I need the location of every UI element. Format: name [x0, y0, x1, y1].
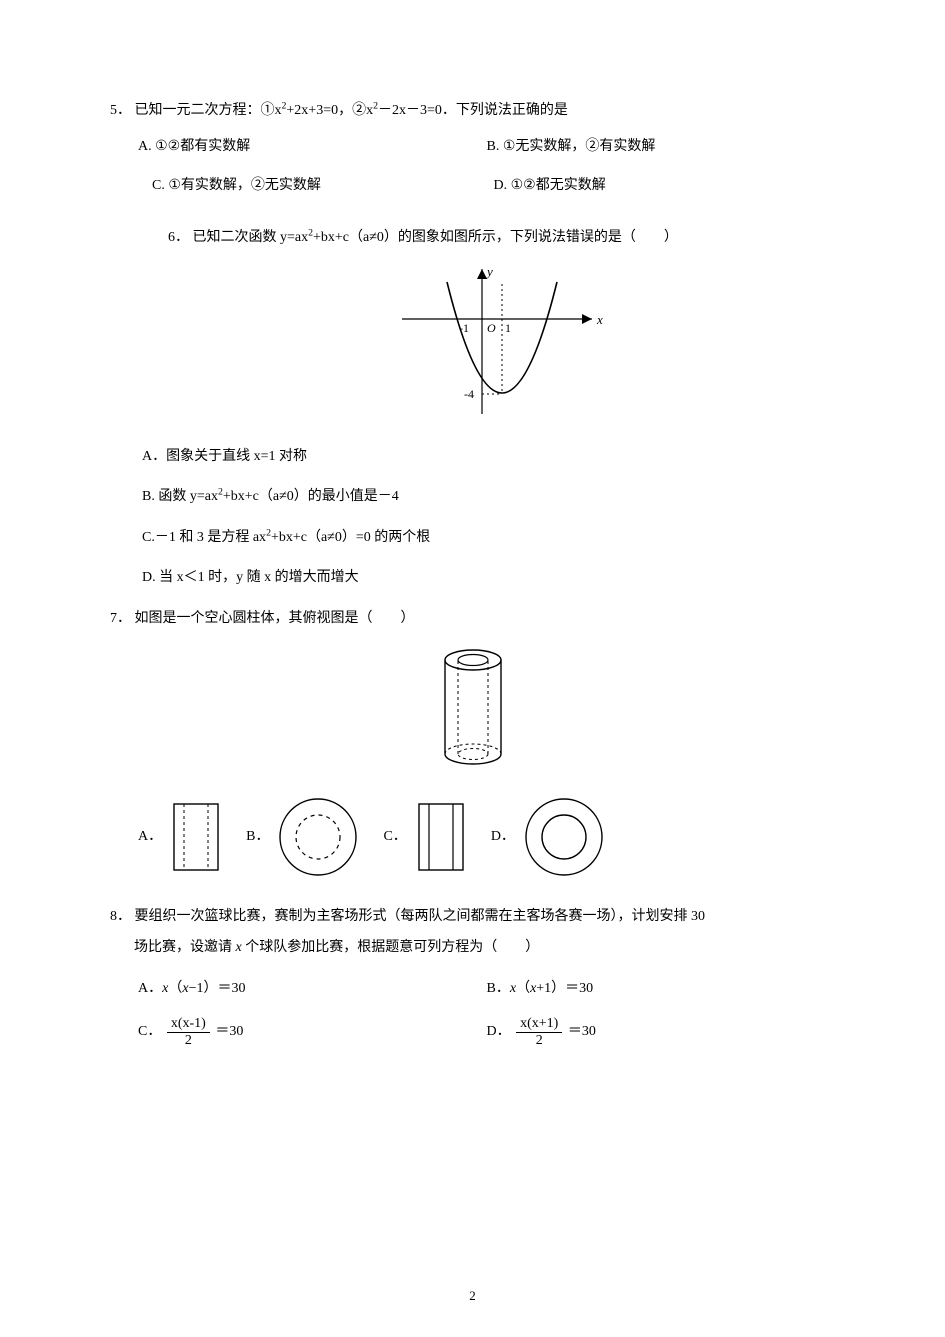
q6-text-1: 已知二次函数 y=ax [193, 230, 309, 245]
q6-option-b: B. 函数 y=ax2+bx+c（a≠0）的最小值是－4 [142, 486, 835, 508]
q8-a-pre: A． [138, 981, 162, 996]
q7-label-a: A． [138, 826, 162, 848]
q8-b-p3: +1）＝30 [536, 981, 593, 996]
q5-text-1: 已知一元二次方程：①x [135, 103, 282, 118]
q8-c-den: 2 [167, 1033, 210, 1048]
q5-text-3: －2x－3=0．下列说法正确的是 [378, 103, 568, 118]
q8-b-pre: B． [487, 981, 510, 996]
q7-option-b: B． [246, 794, 361, 880]
page-container: 5． 已知一元二次方程：①x 2 +2x+3=0，②x 2 －2x－3=0．下列说法正确… [0, 0, 945, 1337]
q6-figure: -1 O 1 -4 x y [168, 264, 835, 432]
question-6: 6． 已知二次函数 y=ax2+bx+c（a≠0）的图象如图所示，下列说法错误的… [168, 227, 835, 432]
q6-option-c: C.－1 和 3 是方程 ax2+bx+c（a≠0）=0 的两个根 [142, 527, 835, 549]
q8-c-frac: x(x-1) 2 [167, 1016, 210, 1048]
q7-option-c: C． [383, 800, 468, 874]
q8-option-a: A．x（x−1）＝30 [138, 978, 487, 1000]
q8-c-num: x(x-1) [167, 1016, 210, 1032]
page-number: 2 [0, 1286, 945, 1307]
q5-options-row1: A. ①②都有实数解 B. ①无实数解，②有实数解 [138, 136, 835, 166]
tick-neg4: -4 [464, 387, 474, 401]
q5-text-2: +2x+3=0，②x [286, 103, 373, 118]
axis-x-label: x [596, 312, 603, 327]
q7-options: A． B． C． [138, 794, 835, 880]
parabola-chart: -1 O 1 -4 x y [392, 264, 612, 424]
q8-row2: C． x(x-1) 2 ＝30 D． x(x+1) 2 ＝30 [138, 1016, 835, 1048]
q6-option-a: A．图象关于直线 x=1 对称 [142, 446, 835, 468]
question-5: 5． 已知一元二次方程：①x2+2x+3=0，②x2－2x－3=0．下列说法正确… [110, 100, 835, 205]
q6-stem: 6． 已知二次函数 y=ax2+bx+c（a≠0）的图象如图所示，下列说法错误的… [168, 227, 835, 249]
q8-option-c: C． x(x-1) 2 ＝30 [138, 1016, 487, 1048]
q7-label-c: C． [383, 826, 406, 848]
q8-c-eq: ＝30 [215, 1024, 243, 1039]
q8-line1: 要组织一次篮球比赛，赛制为主客场形式（每两队之间都需在主客场各赛一场），计划安排… [135, 909, 706, 924]
q6-text-2: +bx+c（a≠0）的图象如图所示，下列说法错误的是（ ） [313, 230, 678, 245]
q8-d-num: x(x+1) [516, 1016, 562, 1032]
q7-main-figure [110, 644, 835, 780]
q7-optD-icon [521, 794, 607, 880]
q5-option-d: D. ①②都无实数解 [494, 175, 836, 197]
q7-number: 7． [110, 611, 131, 626]
q6-optb-suf: +bx+c（a≠0）的最小值是－4 [223, 489, 399, 504]
q8-d-eq: ＝30 [568, 1024, 596, 1039]
q6-number: 6． [168, 230, 189, 245]
q8-d-frac: x(x+1) 2 [516, 1016, 562, 1048]
q8-a-p1: （ [168, 981, 182, 996]
q7-optA-icon [168, 800, 224, 874]
q8-number: 8． [110, 909, 131, 924]
q8-d-den: 2 [516, 1033, 562, 1048]
q5-number: 5． [110, 103, 131, 118]
hollow-cylinder-icon [430, 644, 516, 772]
q5-option-b: B. ①无实数解，②有实数解 [487, 136, 836, 158]
q8-b-p1: （ [516, 981, 530, 996]
q7-optB-icon [275, 794, 361, 880]
tick-1: 1 [505, 321, 511, 335]
q7-text: 如图是一个空心圆柱体，其俯视图是（ ） [135, 611, 415, 626]
q8-option-d: D． x(x+1) 2 ＝30 [487, 1016, 836, 1048]
question-8: 8． 要组织一次篮球比赛，赛制为主客场形式（每两队之间都需在主客场各赛一场），计… [110, 902, 835, 1048]
tick-origin: O [487, 321, 496, 335]
q5-option-a: A. ①②都有实数解 [138, 136, 487, 158]
q5-options-row2: C. ①有实数解，②无实数解 D. ①②都无实数解 [152, 175, 835, 205]
q7-option-a: A． [138, 800, 224, 874]
q7-optC-icon [413, 800, 469, 874]
q8-row1: A．x（x−1）＝30 B．x（x+1）＝30 [138, 978, 835, 1000]
q7-label-b: B． [246, 826, 269, 848]
q6-optc-pre: C.－1 和 3 是方程 ax [142, 530, 266, 545]
q8-c-pre: C． [138, 1024, 161, 1039]
axis-y-label: y [485, 264, 493, 279]
q7-stem: 7． 如图是一个空心圆柱体，其俯视图是（ ） [110, 608, 835, 630]
q7-option-d: D． [491, 794, 607, 880]
question-7: 7． 如图是一个空心圆柱体，其俯视图是（ ） [110, 608, 835, 881]
q8-d-pre: D． [487, 1024, 511, 1039]
q6-options: A．图象关于直线 x=1 对称 B. 函数 y=ax2+bx+c（a≠0）的最小… [142, 446, 835, 590]
q8-option-b: B．x（x+1）＝30 [487, 978, 836, 1000]
q6-optb-pre: B. 函数 y=ax [142, 489, 218, 504]
q5-option-c: C. ①有实数解，②无实数解 [152, 175, 494, 197]
q8-stem: 8． 要组织一次篮球比赛，赛制为主客场形式（每两队之间都需在主客场各赛一场），计… [110, 902, 835, 964]
q6-optc-suf: +bx+c（a≠0）=0 的两个根 [271, 530, 430, 545]
q7-label-d: D． [491, 826, 515, 848]
q8-line2-pre: 场比赛，设邀请 [134, 940, 236, 955]
q8-line2-suf: 个球队参加比赛，根据题意可列方程为（ ） [242, 940, 540, 955]
q5-stem: 5． 已知一元二次方程：①x2+2x+3=0，②x2－2x－3=0．下列说法正确… [110, 100, 835, 122]
q8-a-p3: −1）＝30 [189, 981, 246, 996]
q6-option-d: D. 当 x＜1 时，y 随 x 的增大而增大 [142, 567, 835, 589]
